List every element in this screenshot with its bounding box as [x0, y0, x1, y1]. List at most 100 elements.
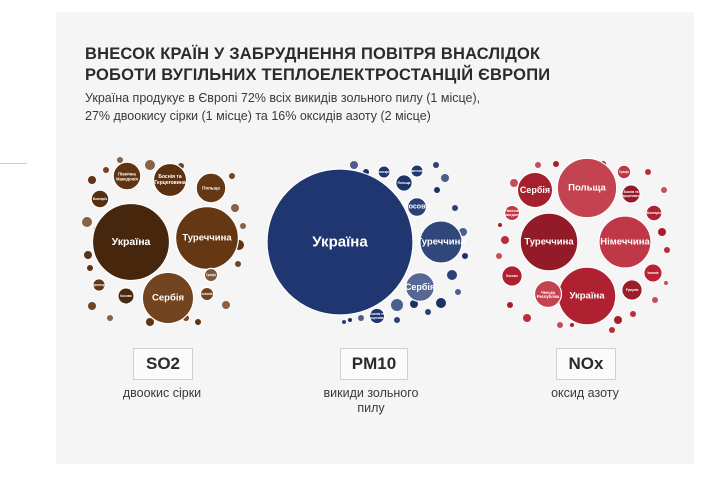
small-bubble	[452, 205, 458, 211]
small-bubble	[557, 322, 563, 328]
bubble-label-serbiya: Сербія	[405, 282, 435, 292]
subtitle-line-1: Україна продукує в Європі 72% всіх викид…	[85, 91, 481, 105]
metric-box-nox: NOx	[556, 348, 616, 380]
small-bubble	[222, 301, 230, 309]
small-bubble	[652, 297, 658, 303]
small-bubble	[433, 162, 439, 168]
bubble-bosniya-ta-hertsehovyna	[368, 307, 386, 325]
small-bubble	[447, 270, 457, 280]
bubble-label-serbiya: Сербія	[152, 293, 184, 304]
bubble-label-bosniya-ta-hertsehovyna: Боснія та Герцеговина	[154, 174, 186, 186]
small-bubble	[348, 318, 352, 322]
small-bubble	[358, 315, 364, 321]
small-bubble	[84, 251, 92, 259]
small-bubble	[117, 157, 123, 163]
bubble-label-pivnichna-makedoniya: Північна Македонія	[504, 209, 521, 217]
bubble-turechchyna	[419, 220, 463, 264]
small-bubble	[441, 174, 449, 182]
divider-line	[0, 163, 27, 164]
bubble-label-polscha: Польща	[398, 181, 411, 185]
subtitle: Україна продукує в Європі 72% всіх викид…	[85, 89, 645, 125]
bubble-polscha	[395, 174, 413, 192]
bubble-rumuniya	[621, 279, 643, 301]
bubble-kosovo	[407, 197, 428, 218]
bubble-bosniya-ta-hertsehovyna	[621, 184, 641, 204]
small-bubble	[107, 315, 113, 321]
small-bubble	[523, 314, 531, 322]
small-bubble	[146, 318, 154, 326]
metric-label-pm10: PM10	[351, 354, 397, 373]
small-bubble	[229, 173, 235, 179]
bubble-label-ispaniya: Іспанія	[647, 271, 658, 275]
bubble-label-bolhariya: Болгарія	[93, 197, 107, 201]
metric-label-so2: SO2	[145, 354, 181, 373]
bubble-pivnichna-makedoniya	[112, 161, 142, 191]
small-bubble	[82, 217, 92, 227]
bubble-label-turechchyna: Туреччина	[416, 237, 466, 248]
small-bubble	[570, 323, 574, 327]
small-bubble	[658, 228, 666, 236]
bubble-chart-so2: Україна Туреччина Сербія Боснія та Герцегови…	[82, 157, 246, 326]
bubble-label-kosovo: Косово	[120, 294, 131, 298]
bubble-turechchyna	[519, 212, 579, 272]
bubble-chornohoriya	[92, 278, 106, 292]
small-bubble	[553, 161, 559, 167]
small-bubble	[507, 302, 513, 308]
bubble-label-kosovo: Косово	[404, 204, 429, 211]
bubble-bolhariya	[90, 189, 110, 209]
small-bubble	[630, 311, 636, 317]
bubble-label-polscha: Польща	[568, 183, 606, 194]
bubble-pivnichna-makedoniya	[503, 204, 521, 222]
bubble-label-bolhariya: Болгарія	[647, 211, 661, 215]
small-bubble	[462, 253, 468, 259]
bubble-label-nimechchyna: Німеччина	[600, 237, 650, 248]
metric-box-pm10: PM10	[340, 348, 408, 380]
metric-desc-pm10-line1: викиди зольного	[323, 386, 419, 400]
bubble-serbiya	[516, 171, 554, 209]
bubble-label-ukrayina: Україна	[112, 236, 151, 248]
bubble-label-serbiya: Сербія	[520, 185, 550, 195]
small-bubble	[235, 261, 241, 267]
bubble-label-hretsiya: Греція	[206, 273, 216, 277]
title-line-2: РОБОТИ ВУГІЛЬНИХ ТЕПЛОЕЛЕКТРОСТАНЦІЙ ЄВР…	[85, 66, 551, 84]
bubble-label-ispaniya: Іспанія	[201, 292, 212, 296]
bubble-ukrayina	[266, 168, 414, 316]
small-bubble	[501, 236, 509, 244]
bubble-label-chornohoriya: Чорногорія	[90, 283, 108, 287]
bubble-label-bolhariya: Болгарія	[377, 170, 391, 174]
small-bubble	[350, 161, 358, 169]
bubble-label-hretsiya: Греція	[619, 170, 629, 174]
small-bubble	[664, 281, 668, 285]
bubble-chart-nox: Польща Україна Туреччина Німеччина Сербія Чес…	[496, 157, 670, 333]
bubble-hretsiya	[616, 164, 632, 180]
small-bubble	[510, 179, 518, 187]
metric-label-nox: NOx	[568, 354, 604, 373]
metric-desc-so2: двоокис сірки	[92, 386, 232, 401]
bubble-serbiya	[405, 272, 436, 303]
bubble-label-pivnichna-makedoniya: Північна Македонія	[116, 171, 138, 181]
small-bubble	[87, 265, 93, 271]
metric-desc-nox: оксид азоту	[515, 386, 655, 401]
small-bubble	[535, 162, 541, 168]
bubble-label-nimechchyna: Німеччина	[409, 169, 426, 173]
small-bubble	[661, 187, 667, 193]
bubble-kosovo	[501, 265, 523, 287]
small-bubble	[434, 187, 440, 193]
bubble-label-rumuniya: Румунія	[626, 288, 639, 292]
small-bubble	[455, 289, 461, 295]
bubble-label-kosovo: Косово	[506, 274, 517, 278]
small-bubble	[410, 300, 418, 308]
metric-desc-nox-text: оксид азоту	[551, 386, 619, 400]
bubble-kosovo	[117, 287, 135, 305]
small-bubble	[88, 302, 96, 310]
bubble-polscha	[195, 172, 227, 204]
bubble-label-bosniya-ta-hertsehovyna: Боснія та Герцеговина	[367, 312, 387, 320]
bubble-label-polscha: Польща	[202, 186, 220, 191]
small-bubble	[498, 223, 502, 227]
bubble-nimechchyna	[410, 164, 424, 178]
small-bubble	[425, 309, 431, 315]
metric-box-so2: SO2	[133, 348, 193, 380]
metric-desc-pm10-line2: пилу	[357, 401, 385, 415]
small-bubble	[195, 319, 201, 325]
